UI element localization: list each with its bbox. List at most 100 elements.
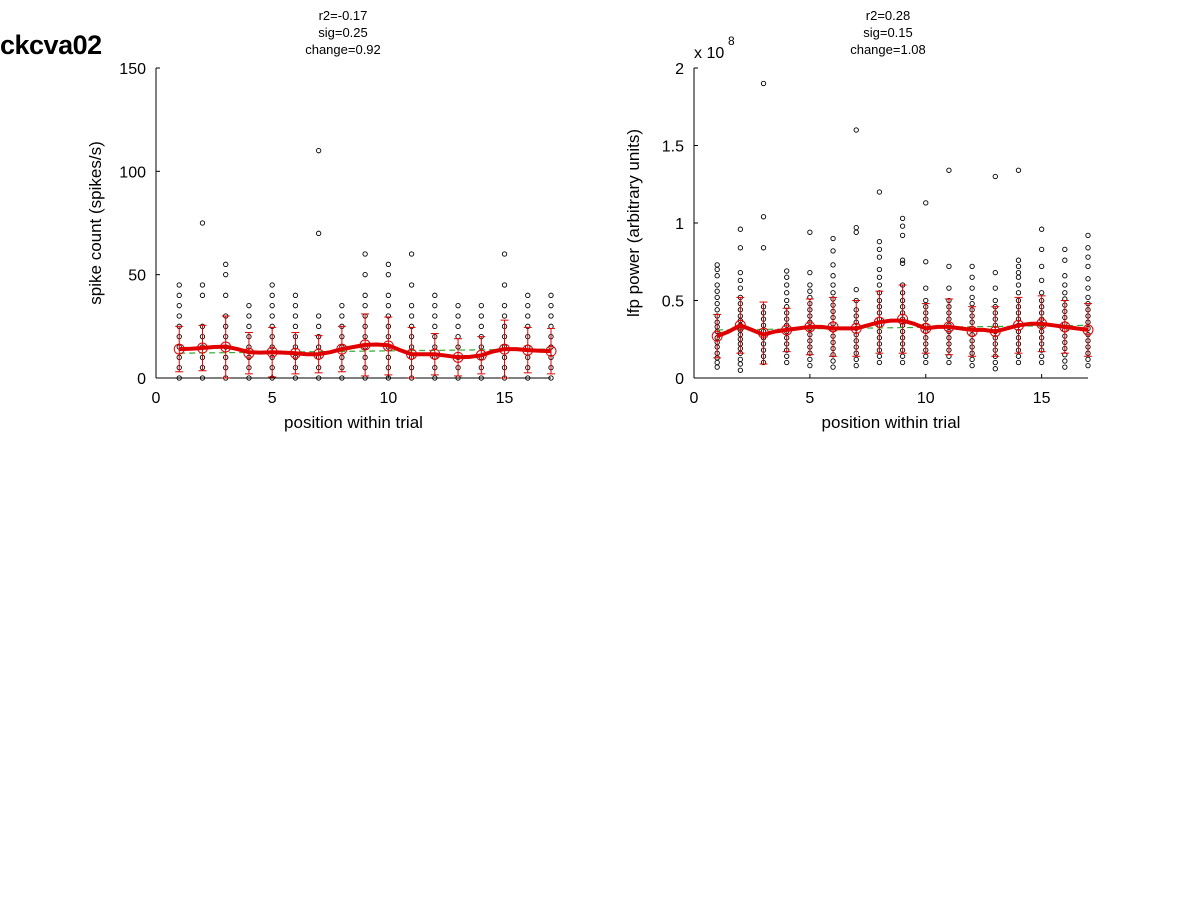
- raw-point: [1015, 167, 1022, 173]
- smooth-mean-line: [716, 318, 1089, 338]
- raw-point: [432, 375, 438, 381]
- raw-point: [876, 353, 883, 359]
- x-axis-label: position within trial: [822, 413, 961, 432]
- raw-point: [923, 200, 929, 206]
- y-exponent-power: 8: [728, 34, 735, 48]
- raw-point: [807, 282, 813, 288]
- x-axis-label: position within trial: [284, 413, 423, 432]
- raw-point: [946, 167, 952, 173]
- raw-point: [969, 362, 975, 369]
- raw-point: [807, 356, 813, 363]
- raw-point: [923, 359, 929, 366]
- raw-point: [830, 282, 836, 288]
- raw-point: [923, 353, 929, 359]
- raw-point: [525, 313, 531, 319]
- raw-point: [1015, 282, 1022, 288]
- raw-point: [1038, 263, 1045, 270]
- raw-point: [714, 288, 720, 294]
- raw-point: [315, 148, 322, 154]
- raw-point: [1085, 285, 1091, 291]
- x-tick-label: 0: [152, 390, 161, 407]
- raw-point: [830, 358, 836, 364]
- raw-point: [737, 367, 744, 373]
- raw-point: [1085, 232, 1091, 239]
- raw-point: [1038, 359, 1045, 366]
- raw-point: [946, 285, 952, 291]
- chart-stat-line: r2=0.28: [866, 8, 910, 23]
- raw-point: [853, 229, 859, 235]
- raw-point: [853, 127, 859, 133]
- raw-point: [548, 303, 554, 309]
- raw-point: [876, 274, 883, 280]
- raw-point: [525, 292, 531, 298]
- raw-point: [292, 313, 299, 319]
- mean-marker: [758, 327, 770, 339]
- raw-point: [807, 288, 813, 294]
- raw-point: [830, 273, 836, 279]
- raw-point: [269, 282, 275, 288]
- mean-marker: [1012, 319, 1024, 331]
- raw-point: [992, 285, 998, 291]
- x-tick-label: 10: [917, 390, 935, 407]
- raw-point: [992, 269, 998, 276]
- chart-stat-line: change=1.08: [850, 42, 926, 57]
- raw-point: [362, 251, 368, 257]
- raw-point: [969, 263, 975, 270]
- raw-point: [923, 285, 929, 291]
- raw-point: [339, 303, 345, 309]
- raw-point: [853, 224, 859, 231]
- raw-point: [784, 290, 790, 296]
- mean-marker: [1036, 318, 1048, 330]
- raw-point: [1015, 263, 1022, 270]
- raw-point: [339, 375, 345, 381]
- raw-point: [714, 359, 720, 366]
- mean-marker: [406, 348, 418, 360]
- raw-point: [269, 292, 275, 298]
- mean-marker: [734, 319, 746, 331]
- raw-point: [1015, 274, 1022, 280]
- raw-point: [853, 286, 859, 293]
- raw-point: [432, 303, 438, 309]
- mean-marker: [711, 330, 723, 342]
- raw-point: [899, 232, 906, 239]
- raw-point: [784, 297, 790, 304]
- raw-point: [876, 359, 883, 366]
- raw-point: [501, 313, 508, 319]
- raw-point: [969, 285, 975, 291]
- raw-point: [830, 290, 836, 296]
- raw-point: [737, 285, 744, 291]
- raw-point: [784, 359, 790, 366]
- raw-point: [969, 274, 975, 280]
- raw-point: [992, 366, 998, 372]
- chart-stat-line: r2=-0.17: [319, 8, 368, 23]
- raw-point: [923, 297, 929, 304]
- raw-point: [1062, 364, 1068, 370]
- raw-point: [899, 260, 906, 266]
- smooth-mean-line: [179, 342, 552, 360]
- raw-point: [1062, 282, 1068, 288]
- mean-marker: [499, 343, 511, 355]
- raw-point: [876, 189, 883, 195]
- raw-point: [223, 261, 229, 267]
- mean-marker: [243, 347, 255, 359]
- raw-point: [385, 261, 392, 267]
- y-exponent-label: x 10: [694, 45, 724, 62]
- y-axis-label: lfp power (arbitrary units): [624, 129, 643, 317]
- raw-point: [548, 323, 554, 329]
- y-tick-label: 100: [119, 164, 146, 181]
- raw-point: [969, 300, 975, 307]
- raw-point: [176, 292, 182, 298]
- raw-point: [876, 246, 883, 253]
- raw-point: [408, 251, 415, 257]
- raw-point: [737, 269, 744, 276]
- y-tick-label: 1: [675, 216, 684, 233]
- x-tick-label: 15: [1033, 390, 1051, 407]
- raw-point: [784, 353, 790, 359]
- raw-point: [714, 294, 720, 301]
- raw-point: [1085, 276, 1091, 282]
- raw-point: [876, 238, 883, 245]
- mean-marker: [989, 326, 1001, 337]
- mean-marker: [475, 349, 487, 361]
- raw-point: [362, 272, 368, 278]
